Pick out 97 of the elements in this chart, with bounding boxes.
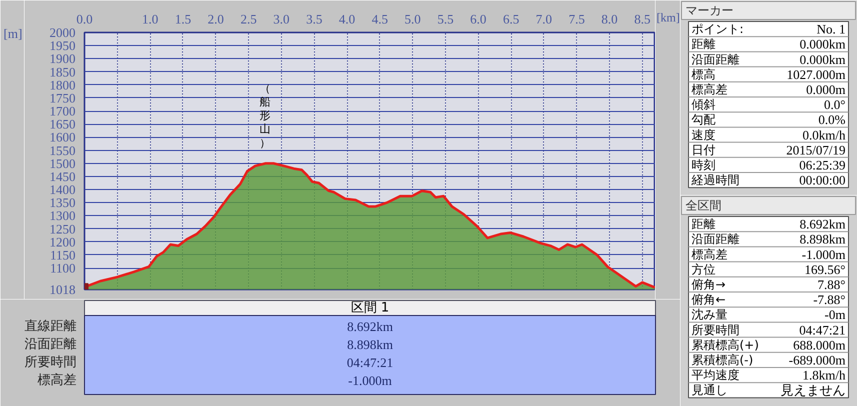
y-tick-label: 1750 — [50, 90, 76, 106]
text: 区間 1 — [350, 300, 390, 316]
x-tick-label: 7.0 — [536, 12, 552, 26]
text: 0.000km — [800, 36, 846, 52]
text: 0.0% — [818, 112, 846, 128]
text: 標高差 — [38, 372, 76, 388]
y-tick-label: 1400 — [50, 182, 76, 198]
y-tick-label: 1500 — [50, 156, 76, 171]
x-axis-title: [km] — [656, 10, 680, 24]
text: 04:47:21 — [346, 355, 394, 370]
text: 沿面距離 — [24, 337, 76, 352]
text: 00:00:00 — [799, 172, 846, 188]
x-tick-label: 8.0 — [601, 12, 618, 26]
y-tick-label: 1450 — [50, 168, 76, 184]
text: 標高差 — [692, 247, 728, 262]
text: 8.692km — [800, 216, 846, 232]
text: 0.0km/h — [802, 127, 846, 142]
y-tick-label: 1800 — [50, 77, 76, 92]
x-tick-label: 7.5 — [568, 12, 585, 26]
text: 勾配 — [692, 112, 716, 127]
text: 8.898km — [800, 232, 846, 247]
text: No. 1 — [816, 22, 846, 37]
text: 04:47:21 — [799, 322, 846, 338]
text: 8.898km — [347, 337, 393, 352]
x-tick-label: 4.5 — [372, 12, 388, 26]
y-tick-label: 1350 — [50, 195, 76, 210]
text: 標高 — [692, 67, 716, 82]
text: 06:25:39 — [799, 157, 846, 172]
text: 2015/07/19 — [786, 142, 846, 158]
text: 距離 — [692, 217, 716, 232]
text: 標高差 — [692, 82, 728, 96]
y-tick-label: 1600 — [50, 130, 76, 145]
text: 俯角→ — [692, 277, 726, 292]
text: 速度 — [692, 128, 716, 142]
x-tick-label: 5.0 — [404, 12, 421, 26]
text: 169.56° — [804, 262, 846, 277]
x-tick-label: 6.0 — [470, 12, 486, 26]
text: 0.000km — [800, 52, 846, 67]
text: 1027.000m — [786, 66, 846, 82]
text: 沈み量 — [692, 308, 728, 322]
text: 時刻 — [692, 158, 716, 172]
x-tick-label: 3.5 — [306, 12, 322, 26]
text: 見通し — [692, 383, 728, 398]
x-tick-label: 6.5 — [502, 12, 520, 26]
text: 距離 — [692, 37, 716, 52]
y-tick-label: 1850 — [50, 64, 76, 80]
y-tick-label: 1100 — [50, 260, 76, 276]
text: -689.000m — [788, 352, 846, 368]
text: 日付 — [692, 142, 716, 157]
x-tick-label: 2.0 — [208, 12, 224, 26]
text: -1.000m — [802, 246, 846, 262]
text: ポイント: — [692, 22, 744, 36]
text: 平均速度 — [692, 368, 740, 382]
y-tick-label: 1250 — [50, 221, 76, 236]
y-tick-label: 2000 — [50, 25, 76, 40]
x-tick-label: 3.0 — [273, 12, 290, 26]
text: 0.0° — [824, 97, 846, 112]
text: 0.000m — [806, 82, 846, 97]
text: 見えません — [780, 382, 846, 398]
y-tick-label: 1550 — [50, 142, 76, 158]
text: 俯角← — [692, 292, 726, 307]
x-tick-label: 1.5 — [174, 12, 192, 26]
y-tick-label: 1650 — [50, 116, 76, 132]
text: 8.692km — [347, 319, 393, 334]
x-tick-label: 1.0 — [142, 12, 158, 26]
text: -7.88° — [813, 292, 846, 308]
y-tick-label: 1700 — [50, 104, 76, 119]
text: 全区間 — [686, 198, 722, 212]
text: 688.000m — [793, 337, 846, 352]
y-tick-label: 1950 — [50, 38, 76, 54]
text: 経過時間 — [690, 173, 740, 188]
y-tick-label: 1150 — [50, 247, 76, 262]
y-tick-label: 1018 — [50, 282, 76, 297]
text: 沿面距離 — [692, 232, 740, 246]
text: 累積標高(+) — [692, 338, 759, 352]
text: マーカー — [686, 4, 734, 18]
x-tick-label: 2.5 — [240, 12, 257, 26]
y-tick-label: 1300 — [50, 208, 76, 224]
x-tick-label: 4.0 — [338, 12, 356, 26]
text: 1.8km/h — [802, 368, 846, 383]
text: 所要時間 — [24, 355, 76, 370]
x-tick-label: 8.5 — [634, 12, 650, 26]
text: 累積標高(-) — [692, 352, 754, 367]
text: 所要時間 — [692, 322, 740, 337]
y-tick-label: 1900 — [50, 51, 76, 66]
text: 7.88° — [818, 276, 846, 292]
x-tick-label: 5.5 — [437, 12, 454, 26]
y-tick-label: 1200 — [50, 234, 76, 250]
text: 方位 — [692, 262, 716, 276]
text: -0m — [824, 307, 846, 322]
x-tick-label: 0.0 — [76, 12, 93, 26]
text: 傾斜 — [692, 98, 716, 112]
text: 沿面距離 — [692, 52, 740, 66]
text: 直線距離 — [24, 319, 76, 334]
text: -1.000m — [348, 373, 392, 388]
y-axis-title: [m] — [4, 26, 22, 41]
annotation: （船形山） — [259, 82, 270, 150]
